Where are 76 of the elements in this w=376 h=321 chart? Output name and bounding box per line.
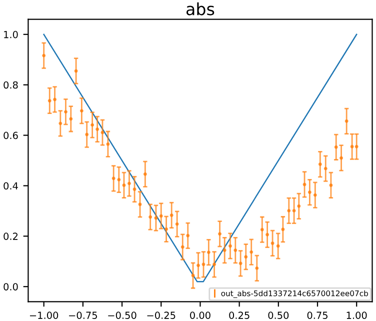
point: [191, 274, 195, 278]
point: [308, 190, 312, 194]
point: [175, 222, 179, 226]
point: [266, 232, 270, 236]
point: [234, 248, 238, 252]
point: [117, 178, 121, 182]
x-tick-label: −0.75: [69, 312, 97, 319]
point: [159, 214, 163, 218]
point: [244, 255, 248, 259]
point: [90, 123, 94, 127]
point: [112, 176, 116, 180]
point: [212, 262, 216, 266]
chart-title: abs: [186, 2, 214, 16]
point: [228, 244, 232, 248]
point: [154, 216, 158, 220]
point: [297, 204, 301, 208]
x-tick-label: 0.25: [229, 312, 250, 319]
point: [340, 156, 344, 160]
point: [96, 127, 100, 131]
point: [164, 227, 168, 231]
point: [206, 250, 210, 254]
point: [69, 117, 73, 121]
point: [260, 228, 264, 232]
point: [287, 208, 291, 212]
point: [148, 215, 152, 219]
x-tick-label: −0.50: [108, 312, 136, 319]
point: [334, 145, 338, 149]
y-tick-label: 1.0: [4, 30, 18, 38]
y-tick-label: 0.8: [4, 81, 18, 89]
point: [127, 182, 131, 186]
y-tick-label: 0.4: [4, 182, 18, 190]
y-tick-label: 0.0: [4, 283, 18, 290]
point: [344, 119, 348, 123]
y-tick-label: 0.6: [4, 132, 18, 140]
point: [80, 109, 84, 113]
point: [42, 54, 46, 58]
point: [324, 166, 328, 170]
x-tick-label: 0.75: [307, 312, 328, 319]
point: [85, 132, 89, 136]
point: [276, 244, 280, 248]
point: [74, 69, 78, 73]
point: [354, 144, 358, 148]
point: [186, 234, 190, 238]
point: [270, 241, 274, 245]
point: [58, 122, 62, 126]
x-tick-label: 0.50: [268, 312, 289, 319]
x-tick-label: 0.00: [190, 312, 210, 319]
point: [48, 98, 52, 102]
point: [313, 193, 317, 197]
point: [238, 262, 242, 266]
point: [53, 98, 57, 102]
point: [170, 213, 174, 217]
point: [250, 250, 254, 254]
point: [122, 183, 126, 187]
point: [106, 142, 110, 146]
point: [196, 264, 200, 268]
point: [329, 183, 333, 187]
point: [302, 182, 306, 186]
point: [138, 202, 142, 206]
point: [202, 262, 206, 266]
point: [180, 245, 184, 249]
x-tick-label: −0.25: [147, 312, 176, 319]
point: [64, 110, 68, 114]
point: [222, 248, 226, 252]
x-tick-label: −1.00: [30, 312, 58, 319]
point: [350, 144, 354, 148]
point: [292, 208, 296, 212]
point: [318, 162, 322, 166]
x-tick-label: 1.00: [346, 312, 367, 319]
point: [132, 188, 136, 191]
point: [218, 232, 222, 236]
point: [143, 172, 147, 176]
y-tick-label: 0.2: [4, 232, 18, 240]
point: [281, 228, 285, 232]
point: [255, 266, 259, 270]
point: [100, 130, 104, 134]
